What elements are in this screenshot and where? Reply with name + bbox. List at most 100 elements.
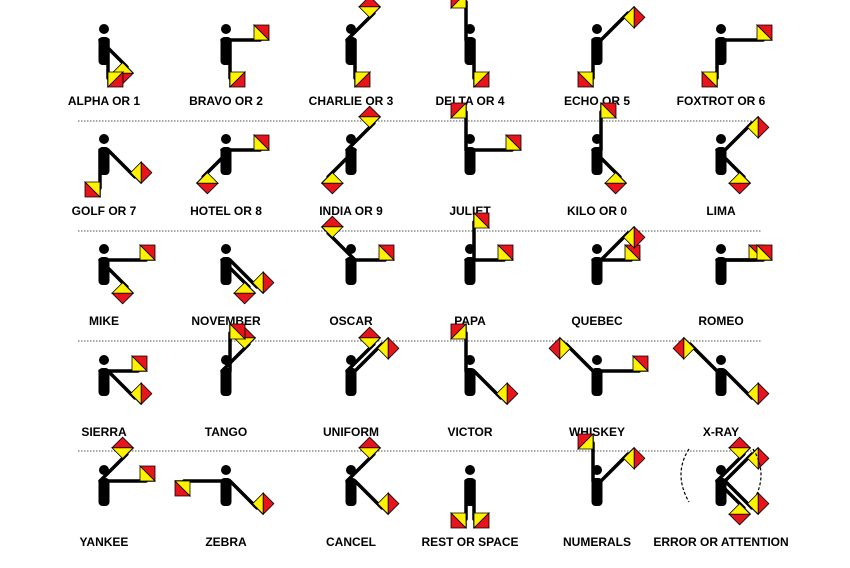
signal-10: JULIET xyxy=(449,102,522,218)
right-flag-red xyxy=(229,323,246,340)
left-flag xyxy=(497,244,514,261)
right-flag-red xyxy=(506,382,519,406)
figure-head xyxy=(221,465,231,475)
right-flag xyxy=(747,115,770,139)
left-flag xyxy=(450,102,467,119)
left-flag-yellow xyxy=(604,172,628,184)
signal-6: FOXTROT OR 6 xyxy=(677,24,773,108)
left-flag xyxy=(548,336,571,360)
left-flag-yellow xyxy=(728,172,752,184)
figure-torso xyxy=(345,257,357,285)
figure-torso xyxy=(220,257,232,285)
signal-label: QUEBEC xyxy=(571,314,623,328)
left-flag-red xyxy=(450,323,467,340)
figure-torso xyxy=(98,368,110,396)
signal-label: ECHO OR 5 xyxy=(564,94,630,108)
right-flag-red xyxy=(387,492,400,516)
figure-torso xyxy=(464,257,476,285)
right-flag xyxy=(130,382,153,406)
left-flag xyxy=(253,24,270,41)
right-flag-red xyxy=(262,271,275,295)
figure-torso xyxy=(591,147,603,175)
signal-11: KILO OR 0 xyxy=(567,102,628,218)
figure-head xyxy=(592,355,602,365)
left-flag-red xyxy=(450,102,467,119)
signal-9: INDIA OR 9 xyxy=(319,105,383,218)
right-flag-red xyxy=(757,382,770,406)
left-flag xyxy=(233,282,257,305)
right-flag xyxy=(320,215,344,238)
right-flag xyxy=(377,492,400,516)
left-flag-red xyxy=(358,326,382,339)
right-flag xyxy=(496,382,519,406)
right-alt-flag-yellow xyxy=(747,492,759,516)
left-alt-flag xyxy=(728,503,752,526)
right-flag-red xyxy=(505,134,522,151)
right-flag-red xyxy=(757,115,770,139)
right-flag-red xyxy=(139,465,156,482)
left-flag-red xyxy=(728,436,752,449)
figure-head xyxy=(99,134,109,144)
left-flag xyxy=(253,134,270,151)
figure-torso xyxy=(345,368,357,396)
left-flag xyxy=(450,323,467,340)
right-flag xyxy=(320,172,344,195)
left-flag xyxy=(577,71,594,88)
left-flag xyxy=(624,244,641,261)
left-flag-red xyxy=(672,336,685,360)
right-flag-yellow xyxy=(496,382,508,406)
right-flag-red xyxy=(262,492,275,516)
figure-torso xyxy=(591,368,603,396)
left-flag-red xyxy=(131,355,148,372)
right-flag-yellow xyxy=(747,115,759,139)
right-flag-yellow xyxy=(195,172,219,184)
left-alt-flag-red xyxy=(728,513,752,526)
left-flag xyxy=(358,436,382,459)
left-flag xyxy=(604,172,628,195)
figure-torso xyxy=(464,147,476,175)
figure-torso xyxy=(591,257,603,285)
left-flag-red xyxy=(111,436,135,449)
signal-label: CHARLIE OR 3 xyxy=(309,94,394,108)
signal-label: TANGO xyxy=(205,425,247,439)
left-flag xyxy=(701,71,718,88)
right-flag-yellow xyxy=(130,161,142,185)
signal-label: VICTOR xyxy=(447,425,492,439)
left-flag-red xyxy=(111,292,135,305)
right-flag xyxy=(130,161,153,185)
left-flag-red xyxy=(577,71,594,88)
figure-head xyxy=(716,24,726,34)
figure-torso xyxy=(98,478,110,506)
right-flag-red xyxy=(600,102,617,119)
left-flag-red xyxy=(450,0,460,9)
signal-label: BRAVO OR 2 xyxy=(189,94,263,108)
right-flag-yellow xyxy=(623,5,635,29)
right-flag xyxy=(229,323,246,340)
figure-head xyxy=(592,244,602,254)
left-flag xyxy=(450,0,467,9)
left-flag-red xyxy=(701,71,718,88)
right-flag xyxy=(747,382,770,406)
signal-label: ROMEO xyxy=(698,314,743,328)
signal-label: YANKEE xyxy=(80,535,129,549)
signal-label: NUMERALS xyxy=(563,535,631,549)
signal-15: OSCAR xyxy=(320,215,395,328)
figure-head xyxy=(221,134,231,144)
right-flag xyxy=(756,24,773,41)
right-flag xyxy=(756,244,773,261)
right-flag-red xyxy=(473,512,490,529)
right-flag-red xyxy=(632,355,649,372)
right-flag xyxy=(354,71,371,88)
left-flag xyxy=(378,244,395,261)
right-flag xyxy=(139,465,156,482)
right-flag xyxy=(195,172,219,195)
right-flag xyxy=(600,102,617,119)
signal-13: MIKE xyxy=(89,244,156,328)
left-flag-red xyxy=(253,134,270,151)
right-flag-red xyxy=(229,71,246,88)
figure-head xyxy=(99,355,109,365)
figure-torso xyxy=(220,147,232,175)
signal-label: ALPHA OR 1 xyxy=(68,94,141,108)
right-flag xyxy=(252,271,275,295)
figure-head xyxy=(465,465,475,475)
